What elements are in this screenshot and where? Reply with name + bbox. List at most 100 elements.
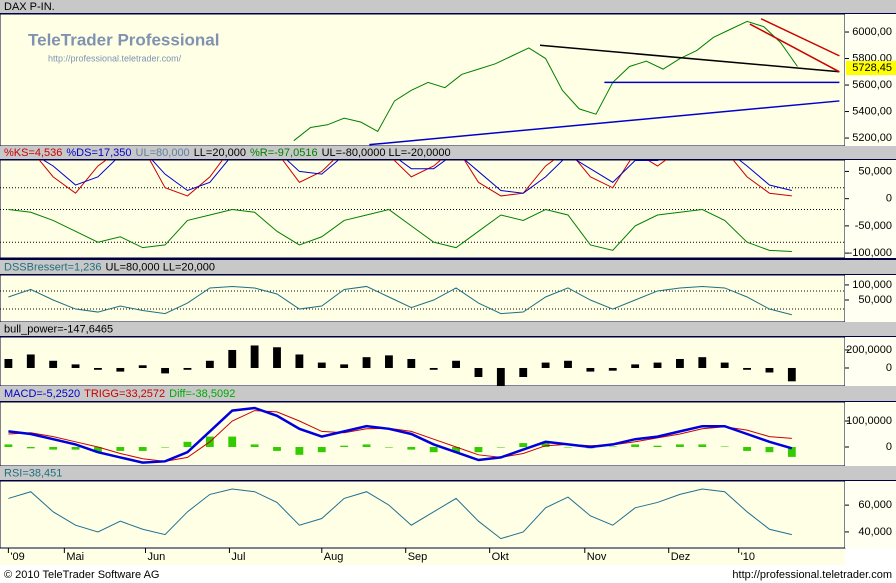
trend-line [760, 18, 840, 57]
panel-legend: DSSBressert=1,236 [4, 261, 102, 273]
bar [787, 447, 796, 457]
x-tick-label: Sep [408, 551, 428, 563]
panel-plot [0, 160, 845, 252]
bar [362, 444, 371, 448]
bar [743, 447, 751, 451]
value-axis-bg [845, 402, 896, 466]
bar [541, 443, 550, 448]
trend-line [369, 100, 840, 146]
bar [250, 345, 259, 368]
panel-legend: bull_power=-147,6465 [4, 323, 113, 335]
bar [474, 367, 483, 377]
bar [787, 367, 796, 382]
bar [496, 367, 505, 386]
panel-legend: UL=-80,0000 LL=-20,0000 [322, 147, 451, 159]
panel-header [0, 466, 896, 480]
bar [183, 367, 192, 370]
panel-legend: RSI=38,451 [4, 467, 62, 479]
value-axis-bg [845, 160, 896, 258]
watermark-url: http://professional.teletrader.com/ [48, 53, 182, 63]
bar [26, 354, 35, 368]
panel-plot [4, 345, 796, 386]
series-line [8, 410, 792, 462]
bar [631, 364, 640, 368]
x-tick-label: Dez [671, 551, 691, 563]
plot-area [0, 159, 846, 259]
y-tick-label: 0 [886, 441, 892, 453]
series-line [8, 406, 793, 464]
x-tick-label: '10 [741, 551, 755, 563]
x-tick-label: Nov [587, 551, 607, 563]
panel-header [0, 260, 896, 274]
plot-area [0, 480, 846, 549]
bar [452, 447, 460, 453]
bar [295, 354, 304, 368]
bar [452, 360, 460, 368]
bar [608, 367, 617, 371]
panel-legend: %DS=17,350 [66, 147, 131, 159]
panel-legend: UL=80,000 LL=20,000 [106, 261, 216, 273]
y-tick-label: 50,000 [858, 294, 892, 306]
panel-header [0, 322, 896, 336]
panel-header [0, 146, 896, 159]
plot-area [0, 401, 846, 467]
panel-header [0, 386, 896, 401]
panel-plot [8, 488, 792, 540]
bar [765, 367, 774, 373]
bar [295, 447, 304, 455]
bar [228, 436, 237, 448]
bar [676, 358, 684, 368]
bar [94, 367, 102, 370]
bar [4, 358, 13, 368]
bar [720, 362, 729, 368]
bar [138, 365, 147, 368]
bar [541, 362, 550, 368]
bar [49, 447, 58, 450]
y-tick-label: -50,000 [855, 220, 892, 232]
y-tick-label: 100,0000 [846, 415, 892, 427]
y-tick-label: 200,0000 [846, 344, 892, 356]
bar [250, 444, 259, 448]
bar [676, 444, 684, 448]
bar [653, 362, 662, 368]
bar [26, 447, 35, 449]
bar [698, 357, 707, 368]
bar [698, 444, 707, 448]
bar [429, 367, 438, 370]
bar [183, 441, 192, 448]
copyright: © 2010 TeleTrader Software AG [4, 569, 159, 581]
last-price-label: 5728,45 [852, 62, 892, 74]
panel-legend: MACD=-5,2520 [4, 388, 80, 400]
panel-legend: UL=80,000 [136, 147, 190, 159]
bar [362, 357, 371, 368]
y-tick-label: 5200,00 [852, 132, 892, 144]
panel-legend: %R=-97,0516 [250, 147, 318, 159]
bar [429, 447, 438, 453]
panel-legend: Diff=-38,5092 [169, 388, 235, 400]
y-tick-label: 6000,00 [852, 26, 892, 38]
bar [608, 446, 617, 448]
x-tick-label: Mai [66, 551, 84, 563]
bar [161, 447, 169, 448]
footer-url: http://professional.teletrader.com [732, 569, 892, 581]
bar [474, 447, 483, 453]
panel-legend: TRIGG=33,2572 [84, 388, 165, 400]
value-axis-bg [845, 337, 896, 386]
bar [631, 444, 640, 448]
series-line [293, 20, 798, 142]
bar [385, 355, 393, 368]
plot-area [0, 336, 846, 387]
bar [71, 364, 80, 368]
bar [496, 447, 505, 448]
plot-area [0, 13, 846, 147]
bar [4, 444, 13, 448]
y-tick-label: 100,000 [852, 279, 892, 291]
bar [161, 367, 169, 374]
y-tick-label: 40,000 [858, 526, 892, 538]
y-tick-label: 0 [886, 193, 892, 205]
x-tick-label: Aug [324, 551, 344, 563]
time-axis-bg [0, 548, 845, 565]
bar [317, 362, 326, 368]
bar [116, 447, 125, 451]
